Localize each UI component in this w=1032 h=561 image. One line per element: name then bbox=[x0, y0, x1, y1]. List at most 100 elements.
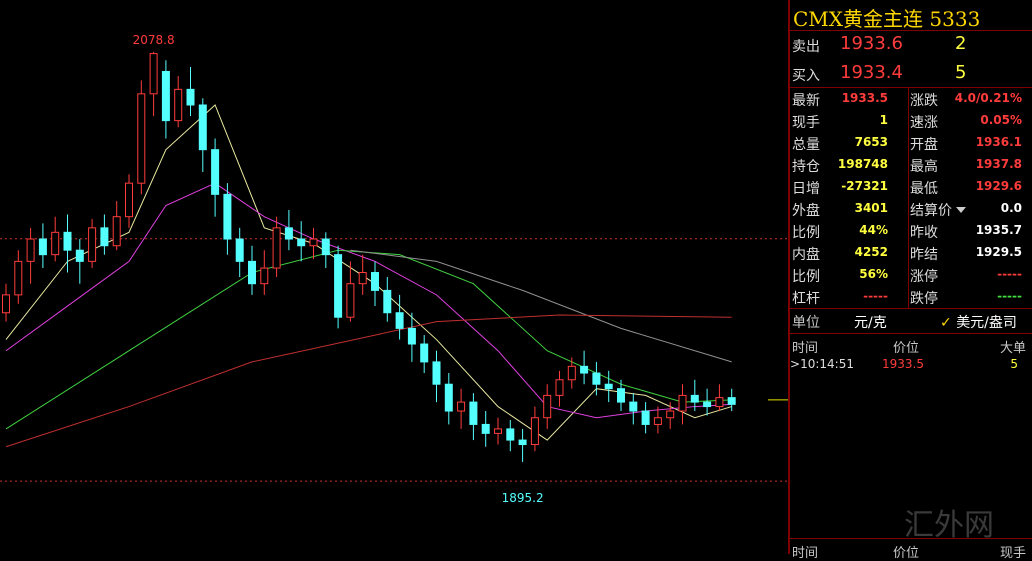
candle-body bbox=[420, 343, 429, 363]
stat-label: 最低 bbox=[910, 181, 938, 197]
candle-body bbox=[580, 365, 589, 374]
stat-label: 日增 bbox=[792, 181, 820, 197]
divider bbox=[790, 87, 1032, 88]
stat-value: 1 bbox=[879, 113, 888, 127]
column-header: 时间 bbox=[792, 546, 819, 561]
low-label: 1895.2 bbox=[502, 491, 544, 505]
candle-body bbox=[543, 394, 552, 419]
stat-value: 1933.5 bbox=[841, 91, 888, 105]
candle-body bbox=[383, 289, 392, 314]
chart: 2078.8 1895.2 bbox=[0, 33, 788, 505]
title-name: CMX黄金主连 bbox=[793, 7, 924, 31]
book-price: 1933.6 bbox=[840, 33, 903, 54]
candle-body bbox=[321, 238, 330, 256]
stat-value: 7653 bbox=[854, 135, 888, 149]
stat-value: 4252 bbox=[854, 245, 888, 259]
divider bbox=[790, 308, 1032, 309]
candle-body bbox=[260, 267, 269, 285]
candle-body bbox=[186, 88, 195, 106]
moving-average bbox=[5, 314, 732, 448]
candle-body bbox=[63, 231, 72, 251]
candle-body bbox=[371, 272, 379, 291]
dropdown-arrow[interactable] bbox=[956, 207, 966, 213]
candle-body bbox=[235, 238, 244, 262]
candle-body bbox=[617, 388, 625, 403]
candle-body bbox=[703, 401, 712, 408]
book-volume: 5 bbox=[955, 62, 967, 83]
stat-value: 56% bbox=[859, 267, 888, 281]
stat-value: 44% bbox=[859, 223, 888, 237]
book-label: 卖出 bbox=[792, 39, 820, 55]
divider bbox=[790, 538, 1032, 539]
candle-body bbox=[506, 428, 515, 441]
stat-label: 杠杆 bbox=[792, 291, 820, 307]
candle-body bbox=[149, 53, 158, 95]
candle-body bbox=[592, 372, 601, 385]
candle-body bbox=[432, 361, 441, 385]
stat-value: 3401 bbox=[854, 201, 888, 215]
candle-body bbox=[272, 227, 281, 269]
candle-body bbox=[14, 260, 23, 296]
stat-label: 开盘 bbox=[910, 137, 938, 153]
candle-body bbox=[2, 294, 10, 314]
candle-body bbox=[75, 249, 84, 262]
stat-label: 比例 bbox=[792, 269, 820, 285]
candle-body bbox=[641, 410, 650, 425]
stat-value: 0.05% bbox=[980, 113, 1022, 127]
moving-average bbox=[350, 249, 732, 363]
stat-label: 最高 bbox=[910, 159, 938, 175]
candle-body bbox=[100, 227, 109, 247]
candle-body bbox=[653, 417, 662, 425]
candle-body bbox=[678, 394, 687, 412]
candle-body bbox=[161, 70, 170, 122]
candle-body bbox=[38, 238, 47, 256]
stat-label: 速涨 bbox=[910, 115, 938, 131]
stat-label: 最新 bbox=[792, 93, 820, 109]
candle-body bbox=[223, 193, 232, 240]
stat-label: 跌停 bbox=[910, 291, 938, 307]
stat-label: 持仓 bbox=[792, 159, 820, 175]
tick-price: 1933.5 bbox=[882, 357, 924, 371]
quote-panel: CMX黄金主连 5333 单位 元/克 ✓ 美元/盎司 时间 价位 大单 >10… bbox=[788, 0, 1032, 561]
candle-body bbox=[174, 88, 183, 122]
divider bbox=[908, 88, 909, 308]
stat-label: 涨跌 bbox=[910, 93, 938, 109]
stat-value: ----- bbox=[997, 267, 1022, 281]
candle-body bbox=[112, 216, 121, 247]
column-header: 价位 bbox=[893, 546, 920, 561]
stat-value: 0.0 bbox=[1000, 201, 1022, 215]
column-header: 大单 bbox=[999, 341, 1026, 356]
candle-body bbox=[248, 260, 256, 285]
candle-body bbox=[125, 182, 133, 218]
stat-value: ----- bbox=[863, 289, 888, 303]
candle-body bbox=[334, 254, 343, 318]
candle-body bbox=[481, 423, 490, 434]
stat-label: 内盘 bbox=[792, 247, 820, 263]
unit-option[interactable]: 元/克 bbox=[854, 315, 887, 331]
candle-body bbox=[88, 227, 97, 262]
candle-body bbox=[494, 428, 502, 434]
stat-label: 总量 bbox=[792, 137, 820, 153]
candle-body bbox=[309, 238, 318, 247]
stat-value: 198748 bbox=[837, 157, 888, 171]
book-price: 1933.4 bbox=[840, 62, 903, 83]
candle-body bbox=[715, 397, 724, 408]
stat-label: 昨结 bbox=[910, 247, 938, 263]
unit-option[interactable]: ✓ 美元/盎司 bbox=[940, 315, 1017, 331]
candle-body bbox=[407, 327, 416, 345]
column-header: 时间 bbox=[792, 341, 819, 356]
tick-time-text: 10:14:51 bbox=[800, 357, 854, 371]
stat-label: 现手 bbox=[792, 115, 820, 131]
candle-body bbox=[555, 379, 564, 396]
candle-body bbox=[395, 312, 404, 329]
divider bbox=[790, 30, 1032, 31]
stat-value: ----- bbox=[997, 289, 1022, 303]
candle-body bbox=[567, 365, 576, 381]
candle-body bbox=[51, 231, 60, 256]
candle-body bbox=[346, 283, 355, 318]
candle-body bbox=[444, 383, 453, 412]
candle-body bbox=[518, 439, 527, 446]
candle-body bbox=[297, 238, 306, 247]
tick-time: >10:14:51 bbox=[790, 357, 854, 371]
candle-body bbox=[727, 397, 736, 405]
